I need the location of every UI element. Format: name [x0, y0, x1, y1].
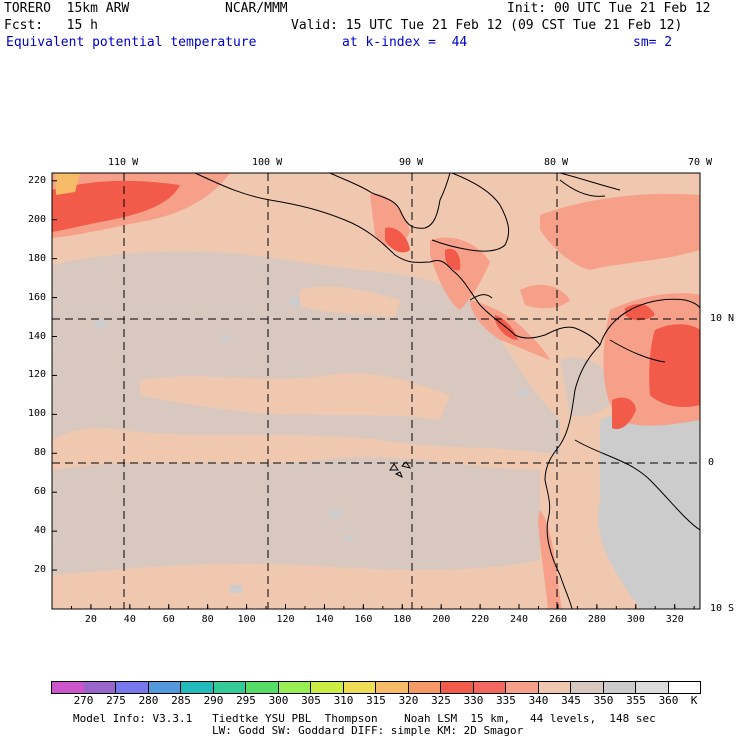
x-tick-label: 320: [665, 614, 684, 625]
colorbar-swatch: [538, 681, 571, 694]
colorbar-level-label: 355: [626, 694, 646, 707]
y-tick-label: 20: [33, 564, 46, 576]
lat-label-10s: 10 S: [710, 603, 735, 614]
colorbar-level-label: 315: [366, 694, 386, 707]
colorbar-level-label: 345: [561, 694, 581, 707]
colorbar-swatch: [668, 681, 701, 694]
colorbar-level-label: 300: [268, 694, 289, 707]
y-tick-label: 200: [27, 213, 46, 225]
colorbar-level-label: 335: [496, 694, 516, 707]
organization: NCAR/MMM: [225, 1, 288, 16]
valid-time: Valid: 15 UTC Tue 21 Feb 12 (09 CST Tue …: [291, 18, 683, 33]
colorbar-swatch: [181, 681, 214, 694]
y-tick-label: 100: [27, 408, 46, 420]
colorbar-level-label: 330: [463, 694, 484, 707]
lat-label-10n: 10 N: [710, 313, 735, 324]
colorbar-swatch: [246, 681, 279, 694]
plot-frame: [51, 172, 701, 610]
y-tick-label: 220: [27, 174, 46, 186]
colorbar-level-label: 290: [203, 694, 224, 707]
colorbar-level-label: 295: [236, 694, 256, 707]
x-tick-label: 220: [471, 614, 490, 625]
x-tick-label: 300: [626, 614, 645, 625]
x-tick-label: 260: [548, 614, 567, 625]
colorbar-level-label: 360: [658, 694, 679, 707]
colorbar-swatch: [473, 681, 506, 694]
colorbar-level-label: 340: [528, 694, 549, 707]
x-tick-label: 240: [510, 614, 529, 625]
model-info: Model Info: V3.3.1 Tiedtke YSU PBL Thomp…: [73, 712, 656, 725]
y-tick-label: 80: [33, 447, 46, 459]
colorbar-swatch: [213, 681, 246, 694]
graticule: [52, 173, 700, 609]
lon-label-70w: 70 W: [688, 157, 713, 168]
colorbar-level-label: 280: [138, 694, 159, 707]
colorbar-swatch: [376, 681, 409, 694]
colorbar-swatch: [603, 681, 636, 694]
x-tick-label: 200: [432, 614, 451, 625]
y-tick-label: 120: [27, 369, 46, 381]
lon-label-110w: 110 W: [108, 157, 139, 168]
forecast-hour: Fcst: 15 h: [4, 18, 98, 33]
smoothing-label: sm= 2: [633, 35, 673, 50]
lat-label-0: 0: [708, 457, 715, 468]
x-tick-label: 120: [276, 614, 295, 625]
axis-ticks: [52, 180, 695, 609]
colorbar-swatch: [278, 681, 311, 694]
colorbar-level-label: 310: [333, 694, 354, 707]
colorbar-swatch: [311, 681, 344, 694]
coastlines: [194, 173, 700, 609]
y-tick-label: 60: [33, 486, 46, 498]
init-time: Init: 00 UTC Tue 21 Feb 12: [507, 1, 711, 16]
model-name: TORERO 15km ARW: [4, 1, 130, 16]
colorbar-swatch: [343, 681, 376, 694]
lon-label-90w: 90 W: [399, 157, 424, 168]
x-tick-label: 100: [237, 614, 256, 625]
colorbar-unit: K: [690, 694, 698, 707]
x-tick-label: 280: [587, 614, 606, 625]
colorbar-swatch: [571, 681, 604, 694]
colorbar-level-label: 320: [398, 694, 419, 707]
x-tick-label: 20: [84, 614, 97, 625]
colorbar-swatch: [83, 681, 116, 694]
model-physics: LW: Godd SW: Goddard DIFF: simple KM: 2D…: [212, 724, 524, 737]
lon-label-100w: 100 W: [252, 157, 283, 168]
colorbar-swatch: [116, 681, 149, 694]
colorbar-level-label: 275: [106, 694, 126, 707]
colorbar-swatch: [408, 681, 441, 694]
x-tick-label: 140: [315, 614, 334, 625]
field-name: Equivalent potential temperature: [6, 35, 257, 50]
x-tick-label: 180: [393, 614, 412, 625]
x-tick-label: 160: [354, 614, 373, 625]
colorbar-swatch: [506, 681, 539, 694]
y-tick-label: 160: [27, 291, 46, 303]
colorbar-level-label: 325: [431, 694, 451, 707]
x-tick-label: 80: [201, 614, 214, 625]
lon-label-80w: 80 W: [544, 157, 569, 168]
y-tick-label: 140: [27, 330, 46, 342]
colorbar-level-label: 305: [301, 694, 321, 707]
y-tick-label: 40: [33, 525, 46, 537]
colorbar-swatch: [51, 681, 85, 694]
colorbar-swatch: [441, 681, 474, 694]
colorbar-level-label: 285: [171, 694, 191, 707]
colorbar-swatch: [148, 681, 181, 694]
colorbar-level-label: 350: [593, 694, 614, 707]
x-tick-label: 40: [123, 614, 136, 625]
x-tick-label: 60: [162, 614, 175, 625]
level-label: at k-index = 44: [342, 35, 468, 50]
colorbar-level-label: 270: [73, 694, 94, 707]
colorbar-swatch: [636, 681, 669, 694]
field-shading: [52, 173, 700, 609]
y-tick-label: 180: [27, 252, 46, 264]
